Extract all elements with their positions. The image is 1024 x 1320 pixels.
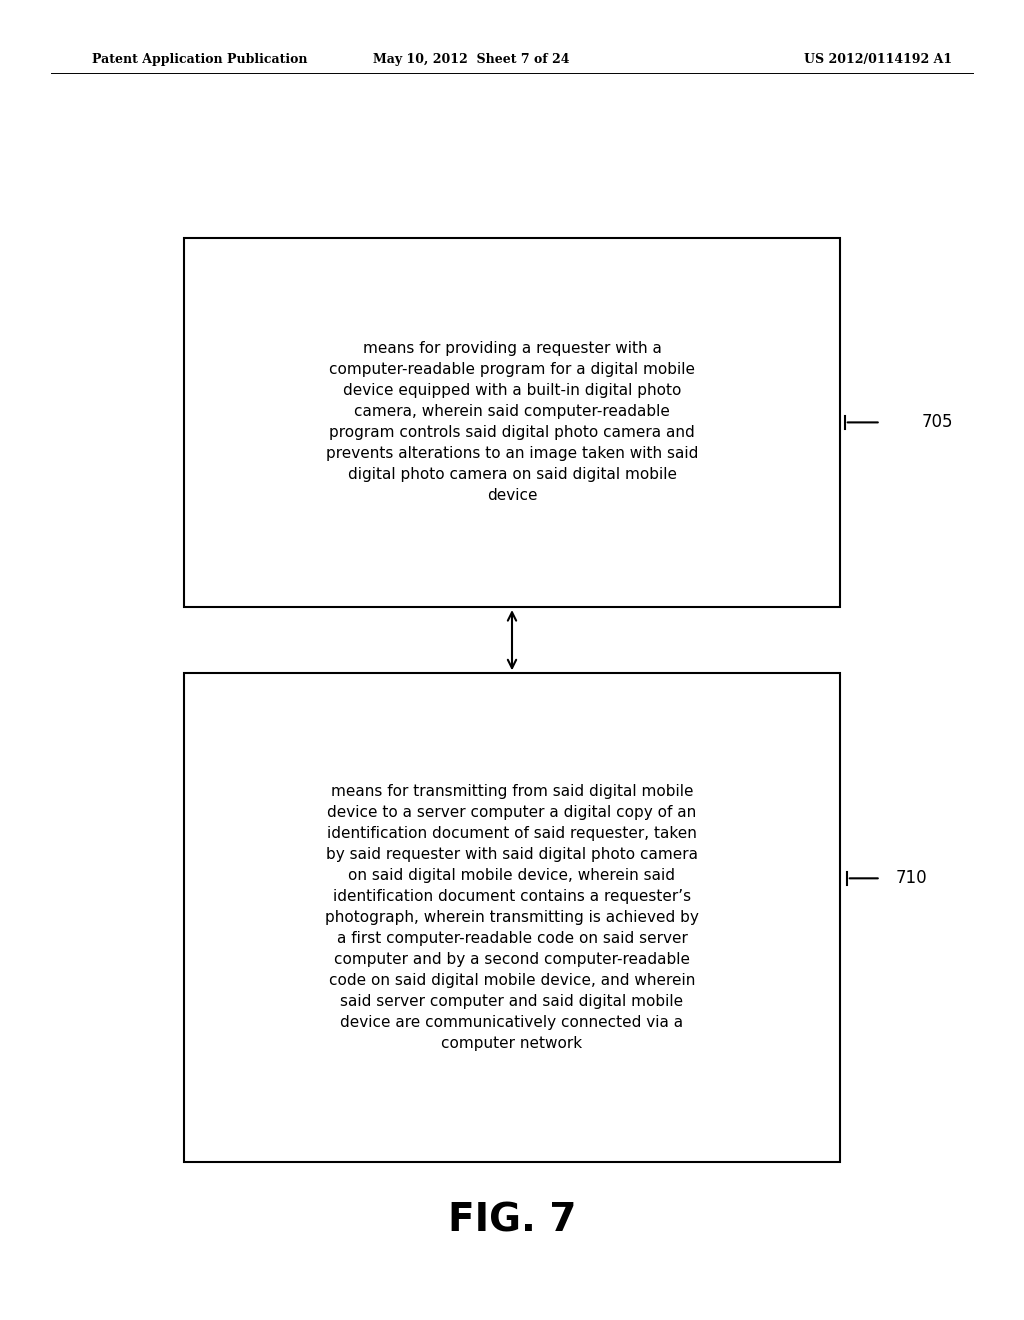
Text: Patent Application Publication: Patent Application Publication <box>92 53 307 66</box>
FancyBboxPatch shape <box>184 673 840 1162</box>
Text: 710: 710 <box>896 870 928 887</box>
Text: 705: 705 <box>922 413 953 432</box>
Text: May 10, 2012  Sheet 7 of 24: May 10, 2012 Sheet 7 of 24 <box>373 53 569 66</box>
Text: means for providing a requester with a
computer-readable program for a digital m: means for providing a requester with a c… <box>326 342 698 503</box>
Text: FIG. 7: FIG. 7 <box>447 1203 577 1239</box>
Text: US 2012/0114192 A1: US 2012/0114192 A1 <box>804 53 952 66</box>
Text: means for transmitting from said digital mobile
device to a server computer a di: means for transmitting from said digital… <box>325 784 699 1051</box>
FancyBboxPatch shape <box>184 238 840 607</box>
